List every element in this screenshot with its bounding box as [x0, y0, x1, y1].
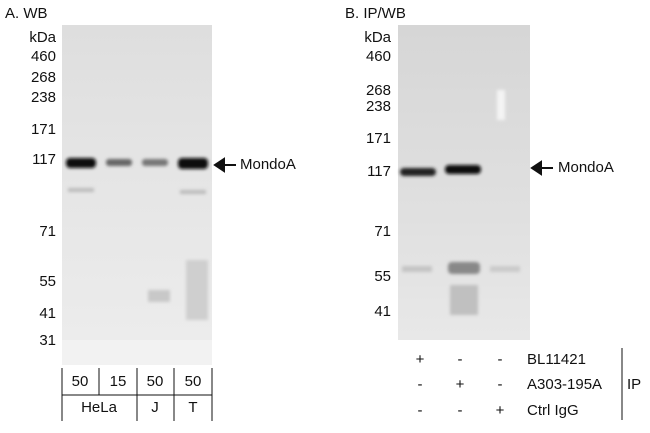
marker-label: 117 — [32, 151, 56, 168]
marker-label: 117 — [367, 163, 391, 180]
condition-mark: - — [498, 351, 503, 368]
condition-mark: - — [418, 402, 423, 419]
arrow-b — [530, 160, 553, 176]
condition-label: Ctrl IgG — [527, 402, 579, 419]
group-label: T — [188, 399, 197, 416]
marker-label: 460 — [366, 48, 391, 65]
marker-label: 171 — [366, 130, 391, 147]
marker-label: 41 — [374, 303, 391, 320]
condition-label: BL11421 — [527, 351, 586, 368]
marker-label: 55 — [374, 268, 391, 285]
marker-label: 71 — [374, 223, 391, 240]
condition-mark: - — [418, 376, 423, 393]
group-label: J — [151, 399, 159, 416]
amount-label: 50 — [72, 373, 89, 390]
marker-label: 238 — [31, 89, 56, 106]
bands-a — [66, 158, 208, 320]
blot-a-bottom — [62, 340, 212, 365]
marker-label: 171 — [31, 121, 56, 138]
amount-label: 15 — [110, 373, 127, 390]
condition-label: A303-195A — [527, 376, 602, 393]
condition-mark: + — [416, 351, 425, 368]
bands-b — [400, 90, 520, 315]
condition-mark: - — [498, 376, 503, 393]
marker-label: 31 — [39, 332, 56, 349]
group-label: HeLa — [81, 399, 118, 416]
target-label: MondoA — [240, 156, 296, 173]
marker-label: 41 — [39, 305, 56, 322]
condition-mark: - — [458, 351, 463, 368]
target-label: MondoA — [558, 159, 614, 176]
unit-label: kDa — [29, 29, 56, 46]
marker-label: 238 — [366, 98, 391, 115]
marker-label: 268 — [31, 69, 56, 86]
marker-label: 268 — [366, 82, 391, 99]
marker-label: 460 — [31, 48, 56, 65]
method-label: IP — [627, 376, 641, 393]
amount-label: 50 — [185, 373, 202, 390]
amount-label: 50 — [147, 373, 164, 390]
marker-label: 71 — [39, 223, 56, 240]
arrow-a — [213, 157, 236, 173]
condition-mark: + — [496, 402, 505, 419]
panel-title: A. WB — [5, 5, 48, 22]
lane-table-a — [61, 368, 213, 421]
condition-mark: + — [456, 376, 465, 393]
unit-label: kDa — [364, 29, 391, 46]
condition-mark: - — [458, 402, 463, 419]
marker-label: 55 — [39, 273, 56, 290]
panel-title: B. IP/WB — [345, 5, 406, 22]
